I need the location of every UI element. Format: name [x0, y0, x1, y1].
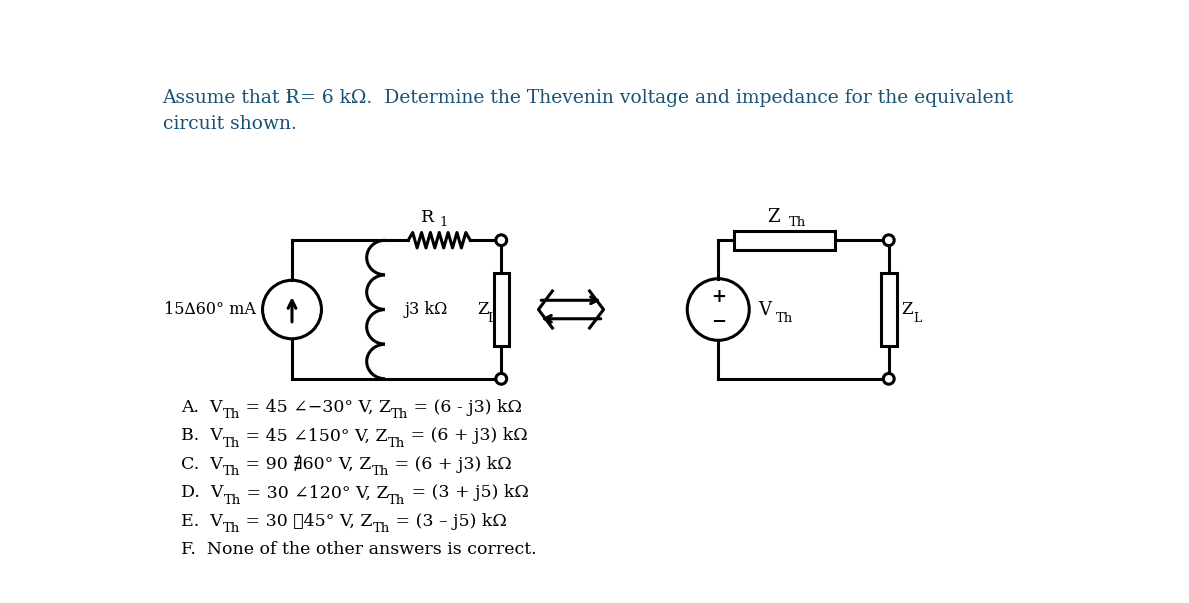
Text: E.  V: E. V — [181, 513, 222, 530]
Text: V: V — [759, 300, 772, 318]
Text: L: L — [486, 312, 495, 325]
Text: = (3 + j5) kΩ: = (3 + j5) kΩ — [405, 484, 528, 502]
Text: Th: Th — [371, 465, 389, 478]
Text: Z: Z — [901, 301, 913, 318]
Text: Th: Th — [222, 437, 240, 450]
Text: = 6 kΩ.  Determine the Thevenin voltage and impedance for the equivalent: = 6 kΩ. Determine the Thevenin voltage a… — [295, 89, 1013, 107]
Text: 1: 1 — [439, 216, 447, 229]
Text: Th: Th — [788, 216, 806, 229]
FancyBboxPatch shape — [881, 274, 897, 346]
Text: Th: Th — [224, 494, 241, 507]
Text: Th: Th — [391, 408, 408, 421]
FancyBboxPatch shape — [493, 274, 509, 346]
FancyBboxPatch shape — [734, 230, 835, 250]
Text: = 90 ∄60° V, Z: = 90 ∄60° V, Z — [240, 456, 371, 473]
Text: L: L — [913, 312, 921, 325]
Text: j3 kΩ: j3 kΩ — [404, 301, 448, 318]
Text: Z: Z — [768, 209, 780, 226]
Text: circuit shown.: circuit shown. — [163, 116, 296, 133]
Text: Assume that R: Assume that R — [163, 89, 300, 107]
Circle shape — [496, 373, 507, 384]
Text: = (3 – j5) kΩ: = (3 – j5) kΩ — [390, 513, 507, 530]
Text: A.  V: A. V — [181, 399, 222, 416]
Text: Z: Z — [477, 301, 489, 318]
Text: = 45 ∠−30° V, Z: = 45 ∠−30° V, Z — [240, 399, 391, 416]
Text: = (6 + j3) kΩ: = (6 + j3) kΩ — [405, 428, 528, 444]
Text: C.  V: C. V — [181, 456, 222, 473]
Text: F.  None of the other answers is correct.: F. None of the other answers is correct. — [181, 541, 536, 558]
Circle shape — [496, 235, 507, 245]
Text: Th: Th — [222, 522, 240, 535]
Text: Th: Th — [222, 465, 240, 478]
Circle shape — [883, 235, 894, 245]
Text: = 30 ≄45° V, Z: = 30 ≄45° V, Z — [240, 513, 372, 530]
Text: Th: Th — [222, 408, 240, 421]
Text: B.  V: B. V — [181, 428, 222, 444]
Text: R: R — [421, 209, 435, 226]
Text: +: + — [711, 288, 725, 306]
Text: −: − — [711, 314, 725, 332]
Text: = 30 ∠120° V, Z: = 30 ∠120° V, Z — [241, 484, 389, 502]
Text: 15∆60° mA: 15∆60° mA — [164, 301, 257, 318]
Circle shape — [883, 373, 894, 384]
Text: Th: Th — [389, 494, 405, 507]
Text: 1: 1 — [284, 91, 294, 105]
Text: Th: Th — [388, 437, 405, 450]
Text: = (6 - j3) kΩ: = (6 - j3) kΩ — [408, 399, 522, 416]
Text: Th: Th — [775, 312, 793, 325]
Text: Th: Th — [372, 522, 390, 535]
Text: = (6 + j3) kΩ: = (6 + j3) kΩ — [389, 456, 511, 473]
Text: D.  V: D. V — [181, 484, 224, 502]
Text: = 45 ∠150° V, Z: = 45 ∠150° V, Z — [240, 428, 388, 444]
